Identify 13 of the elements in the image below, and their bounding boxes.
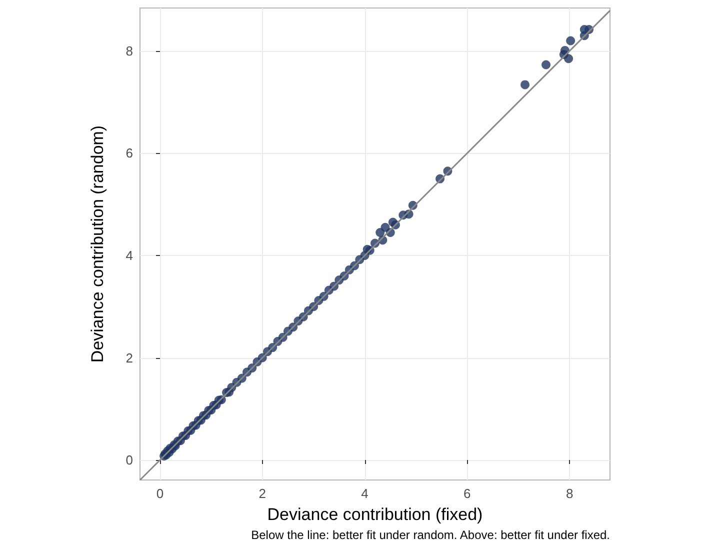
x-tick-label: 0 bbox=[156, 486, 164, 501]
text: Below the line: better fit under random. Above: better fit under fixed. bbox=[251, 528, 610, 542]
x-tick-label: 2 bbox=[258, 486, 266, 501]
x-tick-label: 6 bbox=[464, 486, 471, 501]
y-axis-title: Deviance contribution (random) bbox=[88, 125, 107, 363]
x-axis-title: Deviance contribution (fixed) bbox=[267, 505, 483, 524]
y-tick-label: 6 bbox=[126, 146, 133, 161]
y-tick-label: 8 bbox=[126, 43, 133, 58]
x-tick-label: 8 bbox=[566, 486, 574, 501]
y-tick-label: 0 bbox=[126, 452, 133, 468]
y-tick-label: 2 bbox=[126, 350, 133, 366]
y-tick-label: 4 bbox=[126, 248, 133, 264]
x-tick-label: 4 bbox=[361, 486, 368, 501]
